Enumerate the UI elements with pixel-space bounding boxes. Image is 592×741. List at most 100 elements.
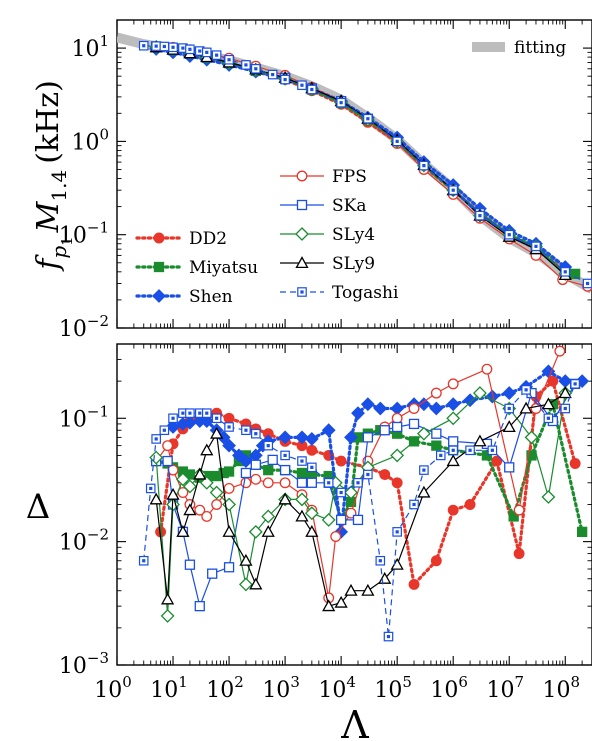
data-point-fps	[554, 345, 566, 357]
data-point-togashi	[263, 440, 274, 451]
data-point-sly9	[344, 583, 358, 596]
data-point-togashi	[531, 241, 541, 252]
data-point-sly9	[446, 454, 460, 467]
top-plot-frame	[116, 19, 592, 329]
data-point-togashi	[383, 631, 394, 642]
data-point-fps	[447, 378, 459, 390]
data-point-shen	[558, 374, 573, 389]
data-point-sly9	[222, 525, 236, 537]
data-point-shen	[304, 432, 319, 446]
data-point-sly9	[295, 509, 309, 522]
legend-label-fps: FPS	[332, 167, 367, 187]
data-point-togashi	[267, 69, 278, 80]
data-point-ska	[352, 514, 364, 526]
data-point-sly9	[160, 592, 175, 605]
data-point-sly9	[305, 525, 319, 537]
data-point-fps	[279, 477, 291, 489]
legend-marker-ska	[296, 199, 308, 211]
data-point-ska	[379, 425, 390, 436]
data-point-togashi	[392, 136, 402, 147]
data-point-sly9	[239, 553, 253, 566]
data-point-togashi	[336, 487, 346, 498]
bottom-xtick-label: 100	[94, 673, 132, 703]
data-point-togashi	[241, 425, 251, 436]
data-point-togashi	[185, 408, 195, 418]
data-point-fps	[408, 403, 420, 414]
data-point-sly4	[248, 524, 263, 539]
data-point-sly9	[278, 492, 292, 505]
legend: fitting DD2 Miyatsu Shen FPS SKa SLy4 SLy9 Togas…	[135, 38, 566, 307]
data-point-togashi	[435, 450, 446, 461]
data-point-togashi	[448, 185, 458, 195]
legend-item-fps: FPS	[280, 167, 367, 187]
data-point-sly9	[322, 599, 336, 612]
legend-item-sly4: SLy4	[280, 225, 375, 245]
data-point-sly9	[541, 397, 556, 410]
data-point-togashi	[323, 477, 334, 488]
bottom-xtick-label: 108	[542, 673, 580, 703]
data-point-fps	[262, 477, 274, 489]
top-ytick-label: 10−2	[59, 312, 109, 342]
series-togashi	[138, 40, 592, 289]
data-point-togashi	[392, 527, 402, 537]
legend-label-sly4: SLy4	[332, 225, 375, 245]
data-point-togashi	[138, 40, 149, 51]
data-point-togashi	[475, 210, 485, 221]
top-plot-area	[117, 32, 592, 294]
data-point-miyatsu	[263, 464, 274, 476]
data-point-fps	[240, 477, 252, 489]
data-point-fps	[330, 531, 342, 542]
data-point-ska	[362, 432, 374, 443]
data-point-togashi	[151, 434, 161, 444]
data-point-miyatsu	[431, 440, 442, 451]
data-point-fps	[211, 499, 223, 510]
series-line-fps	[155, 350, 561, 599]
legend-marker-fps	[296, 170, 308, 182]
data-point-sly9	[473, 434, 487, 447]
bottom-ytick-label: 10−3	[59, 649, 109, 679]
data-point-togashi	[570, 379, 580, 389]
data-point-togashi	[159, 425, 170, 436]
data-point-sly4	[175, 472, 190, 487]
legend-item-dd2: DD2	[135, 229, 227, 249]
bottom-xlabel: Λ	[340, 703, 369, 741]
data-point-ska	[408, 418, 420, 430]
data-point-sly4	[390, 448, 405, 463]
data-point-togashi	[363, 469, 373, 480]
data-point-shen	[429, 401, 444, 416]
data-point-togashi	[185, 44, 195, 55]
data-point-sly4	[524, 430, 539, 445]
data-point-shen	[463, 393, 477, 408]
data-point-togashi	[168, 413, 178, 424]
top-ytick-label: 101	[71, 32, 109, 62]
data-point-sly9	[334, 595, 348, 608]
data-point-sly9	[558, 386, 572, 399]
data-point-sly4	[199, 475, 214, 490]
data-point-fps	[201, 511, 213, 522]
bottom-ytick-label: 10−1	[59, 402, 109, 432]
data-point-togashi	[504, 403, 515, 414]
bottom-xtick-label: 104	[318, 673, 356, 703]
data-point-dd2	[223, 412, 235, 424]
data-point-dd2	[491, 455, 503, 467]
data-point-ska	[431, 428, 442, 439]
data-point-ska	[504, 462, 515, 473]
legend-item-ska: SKa	[280, 196, 366, 216]
data-point-togashi	[307, 462, 317, 473]
legend-marker-miyatsu	[153, 261, 165, 273]
data-point-sly4	[160, 608, 175, 623]
legend-item-miyatsu: Miyatsu	[135, 258, 258, 278]
data-point-miyatsu	[223, 466, 235, 477]
legend-label-sly9: SLy9	[332, 254, 375, 274]
data-point-togashi	[297, 456, 307, 466]
legend-marker-dd2	[153, 232, 165, 244]
data-point-dd2	[447, 504, 459, 516]
data-point-togashi	[224, 54, 234, 65]
legend-item-fitting: fitting	[472, 38, 566, 58]
data-point-fps	[391, 412, 403, 424]
data-point-sly4	[209, 485, 224, 500]
data-point-togashi	[151, 41, 161, 51]
data-point-togashi	[419, 465, 429, 475]
data-point-togashi	[353, 477, 363, 488]
